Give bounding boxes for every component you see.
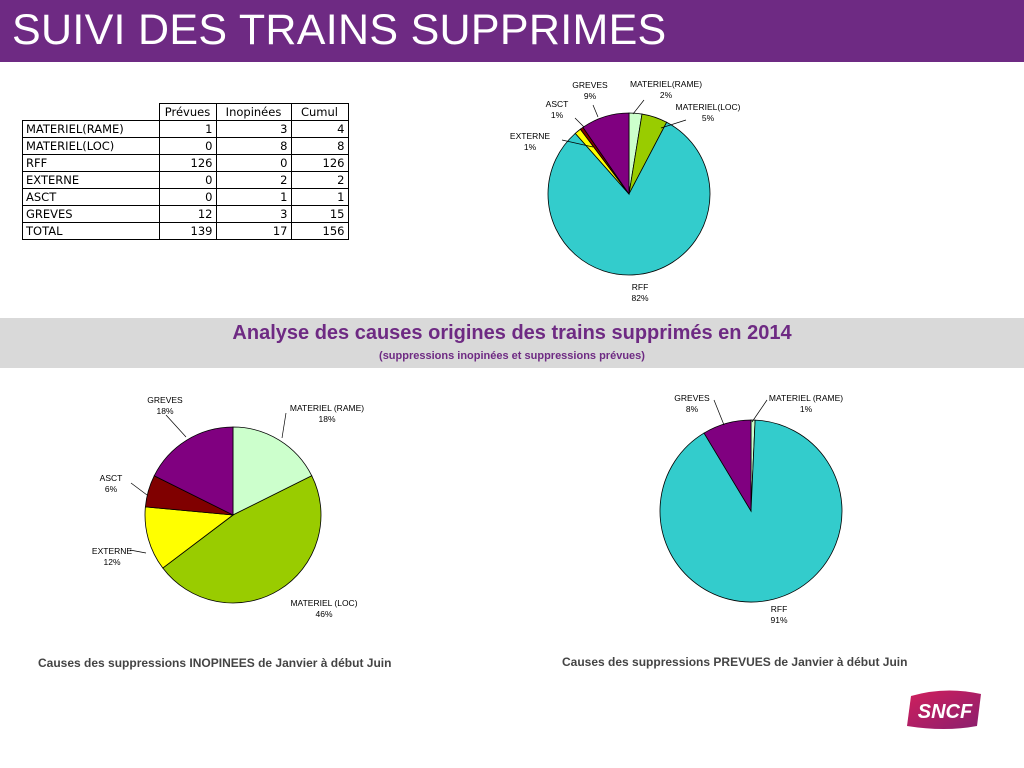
table-row: EXTERNE 0 2 2 — [22, 171, 349, 189]
slice-label-rff: RFF — [771, 604, 788, 614]
leader-line-greves — [165, 414, 187, 438]
cell-prevues: 0 — [158, 171, 217, 189]
header-bar — [0, 0, 1024, 62]
pie-slice-greves — [582, 112, 630, 196]
slice-label-materiel-rame: MATERIEL (RAME) — [769, 393, 843, 403]
cell-prevues: 126 — [158, 154, 217, 172]
slice-label-materiel-loc: MATERIEL(LOC) — [675, 102, 740, 112]
table-row: GREVES 12 3 15 — [22, 205, 349, 223]
cell-prevues: 1 — [158, 120, 217, 138]
cell-cumul: 2 — [290, 171, 349, 189]
cell-inopinees: 1 — [215, 188, 292, 206]
cell-inopinees: 2 — [215, 171, 292, 189]
table-header-row: Prévues Inopinées Cumul — [23, 103, 349, 121]
slice-label-materiel-rame: MATERIEL (RAME) — [290, 403, 364, 413]
slice-percent-greves: 8% — [686, 404, 699, 414]
slice-percent-greves: 18% — [156, 406, 173, 416]
pie-chart-inopinees: MATERIEL (RAME)18%MATERIEL (LOC)46%EXTER… — [92, 395, 364, 619]
leader-line-materiel-rame — [632, 99, 645, 115]
slice-percent-externe: 12% — [103, 557, 120, 567]
pie-slice-materiel-loc — [162, 475, 322, 604]
section-subtitle: (suppressions inopinées et suppressions … — [379, 350, 645, 362]
row-label: EXTERNE — [22, 171, 160, 189]
cell-prevues: 0 — [158, 188, 217, 206]
table-corner — [23, 104, 160, 121]
table-row: MATERIEL(RAME) 1 3 4 — [22, 120, 349, 138]
slice-percent-rff: 82% — [631, 293, 648, 303]
slice-label-greves: GREVES — [572, 80, 608, 90]
row-label: ASCT — [22, 188, 160, 206]
cell-inopinees: 0 — [215, 154, 292, 172]
pie-slice-greves — [703, 419, 752, 513]
cell-inopinees: 3 — [215, 205, 292, 223]
section-title: Analyse des causes origines des trains s… — [232, 322, 792, 344]
row-label: RFF — [22, 154, 160, 172]
column-header-prevues: Prévues — [158, 103, 217, 121]
slice-label-greves: GREVES — [147, 395, 183, 405]
table-total-row: TOTAL 139 17 156 — [22, 222, 349, 240]
leader-line-externe — [561, 139, 594, 148]
svg-text:SNCF: SNCF — [918, 701, 973, 723]
slice-label-materiel-loc: MATERIEL (LOC) — [290, 598, 357, 608]
cell-prevues: 139 — [158, 222, 217, 240]
slice-label-rff: RFF — [632, 282, 649, 292]
leader-line-asct — [574, 117, 585, 128]
leader-line-materiel-loc — [660, 119, 687, 129]
slice-label-materiel-rame: MATERIEL(RAME) — [630, 79, 702, 89]
leader-line-materiel-rame — [751, 399, 768, 423]
cell-cumul: 126 — [290, 154, 349, 172]
table-row: ASCT 0 1 1 — [22, 188, 349, 206]
slice-label-externe: EXTERNE — [92, 546, 132, 556]
slice-percent-asct: 6% — [105, 484, 118, 494]
cell-cumul: 8 — [290, 137, 349, 155]
slice-label-greves: GREVES — [674, 393, 710, 403]
slice-percent-materiel-loc: 5% — [702, 113, 715, 123]
cell-inopinees: 8 — [215, 137, 292, 155]
slice-percent-materiel-rame: 18% — [318, 414, 335, 424]
caption-inopinees: Causes des suppressions INOPINEES de Jan… — [38, 656, 392, 670]
leader-line-asct — [130, 482, 148, 496]
slice-percent-materiel-loc: 46% — [315, 609, 332, 619]
cell-inopinees: 17 — [215, 222, 292, 240]
slice-percent-materiel-rame: 2% — [660, 90, 673, 100]
table-row: RFF 126 0 126 — [22, 154, 349, 172]
slice-percent-externe: 1% — [524, 142, 537, 152]
slice-label-asct: ASCT — [546, 99, 569, 109]
cell-inopinees: 3 — [215, 120, 292, 138]
caption-prevues: Causes des suppressions PREVUES de Janvi… — [562, 655, 908, 669]
section-band — [0, 318, 1024, 368]
pie-slice-externe — [144, 506, 235, 569]
row-label: GREVES — [22, 205, 160, 223]
table-row: MATERIEL(LOC) 0 8 8 — [22, 137, 349, 155]
leader-line-greves — [713, 399, 725, 426]
cell-prevues: 0 — [158, 137, 217, 155]
cell-cumul: 156 — [290, 222, 349, 240]
row-label: TOTAL — [22, 222, 160, 240]
slice-percent-rff: 91% — [770, 615, 787, 625]
leader-line-materiel-rame — [281, 412, 287, 439]
causes-table: Prévues Inopinées Cumul MATERIEL(RAME) 1… — [22, 103, 349, 240]
cell-cumul: 4 — [290, 120, 349, 138]
page-title: SUIVI DES TRAINS SUPPRIMES — [12, 6, 667, 54]
slice-label-externe: EXTERNE — [510, 131, 550, 141]
cell-cumul: 1 — [290, 188, 349, 206]
slice-label-asct: ASCT — [100, 473, 123, 483]
slice-percent-asct: 1% — [551, 110, 564, 120]
slice-percent-greves: 9% — [584, 91, 597, 101]
column-header-inopinees: Inopinées — [215, 103, 292, 121]
pie-slice-rff — [547, 121, 711, 276]
leader-line-externe — [129, 549, 147, 554]
pie-slice-materiel-rame — [232, 426, 313, 516]
cell-cumul: 15 — [290, 205, 349, 223]
row-label: MATERIEL(LOC) — [22, 137, 160, 155]
leader-line-greves — [592, 104, 599, 118]
column-header-cumul: Cumul — [290, 103, 349, 121]
sncf-logo: SNCF — [907, 690, 981, 729]
slice-percent-materiel-rame: 1% — [800, 404, 813, 414]
row-label: MATERIEL(RAME) — [22, 120, 160, 138]
pie-slice-greves — [153, 426, 234, 516]
cell-prevues: 12 — [158, 205, 217, 223]
